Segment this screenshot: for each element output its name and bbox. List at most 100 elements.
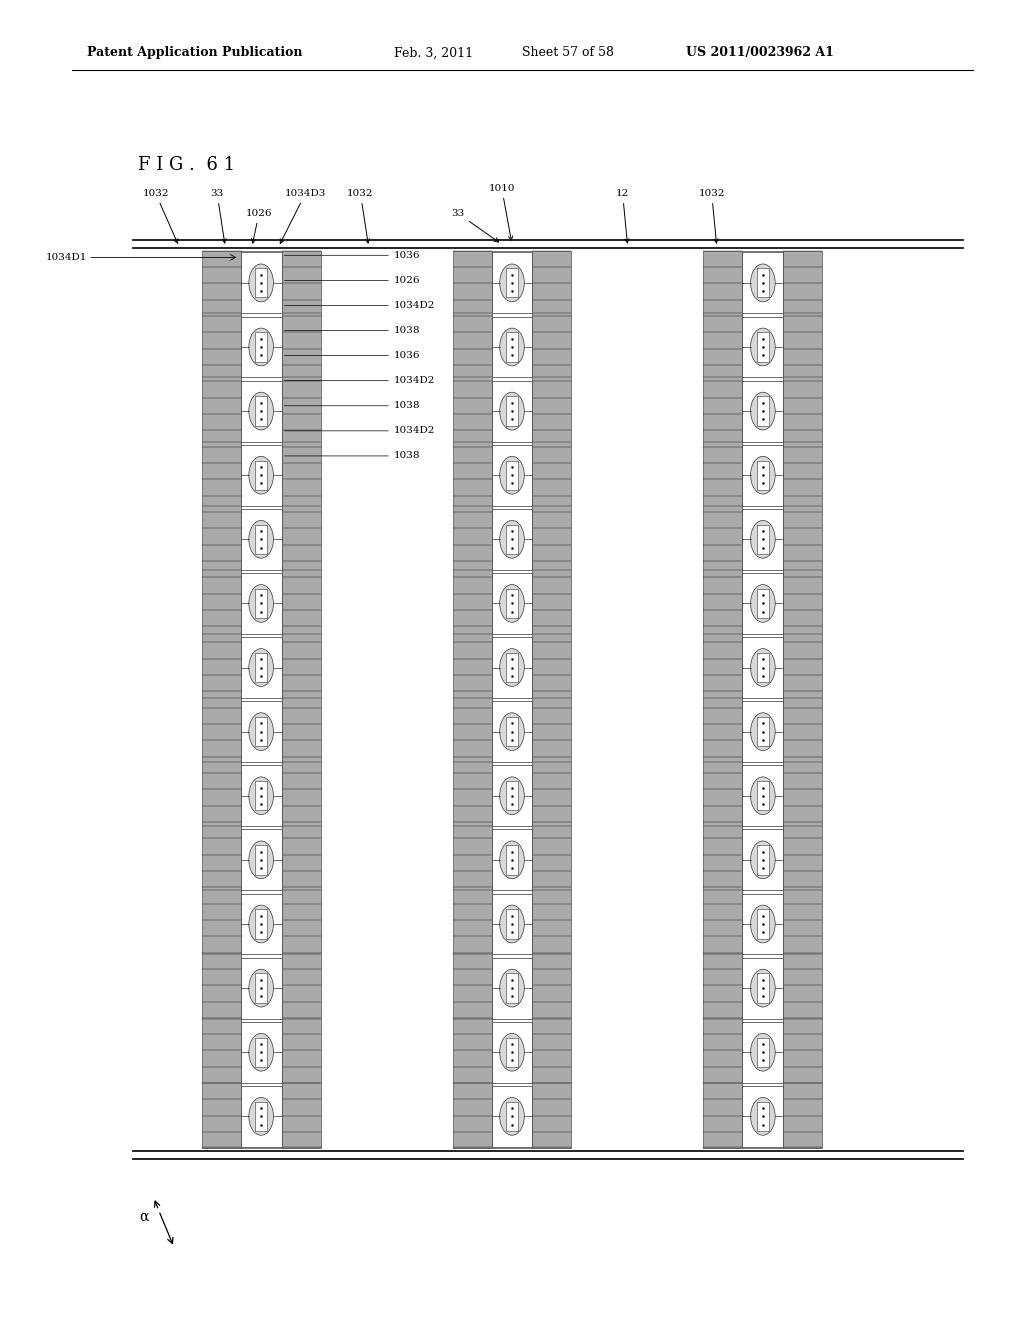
Bar xyxy=(492,252,532,313)
Text: 1032: 1032 xyxy=(347,189,374,243)
Bar xyxy=(742,1022,783,1082)
Bar xyxy=(241,317,282,378)
Ellipse shape xyxy=(249,713,273,751)
Bar xyxy=(742,573,783,634)
Bar xyxy=(742,958,783,1019)
Bar xyxy=(506,973,518,1003)
Bar xyxy=(255,1038,267,1067)
Bar xyxy=(492,251,532,1148)
Text: 1010: 1010 xyxy=(488,183,515,240)
Bar xyxy=(742,701,783,762)
Bar xyxy=(506,717,518,746)
Bar xyxy=(241,829,282,890)
Bar xyxy=(506,1038,518,1067)
Text: 33: 33 xyxy=(452,209,499,242)
Ellipse shape xyxy=(249,969,273,1007)
Bar xyxy=(506,845,518,875)
Text: 1026: 1026 xyxy=(394,276,421,285)
Text: 1036: 1036 xyxy=(394,351,421,360)
Ellipse shape xyxy=(249,841,273,879)
Bar xyxy=(742,766,783,826)
Bar xyxy=(742,445,783,506)
Bar xyxy=(255,461,267,490)
Ellipse shape xyxy=(751,392,775,430)
Text: 1032: 1032 xyxy=(142,189,178,243)
Bar xyxy=(742,251,783,1148)
Ellipse shape xyxy=(500,906,524,942)
Bar xyxy=(757,396,769,426)
Bar xyxy=(202,251,241,1148)
Text: F I G .  6 1: F I G . 6 1 xyxy=(138,156,236,174)
Ellipse shape xyxy=(751,1097,775,1135)
Text: 1036: 1036 xyxy=(394,251,421,260)
Bar xyxy=(757,717,769,746)
Bar xyxy=(742,380,783,441)
Ellipse shape xyxy=(751,520,775,558)
Bar xyxy=(742,829,783,890)
Ellipse shape xyxy=(249,264,273,302)
Bar xyxy=(757,333,769,362)
Text: Patent Application Publication: Patent Application Publication xyxy=(87,46,302,59)
Bar xyxy=(506,781,518,810)
Bar xyxy=(241,1086,282,1147)
Ellipse shape xyxy=(751,777,775,814)
Bar xyxy=(241,894,282,954)
Bar xyxy=(255,909,267,939)
Ellipse shape xyxy=(751,329,775,366)
Bar xyxy=(492,958,532,1019)
Bar xyxy=(757,1102,769,1131)
Bar xyxy=(757,973,769,1003)
Bar xyxy=(742,638,783,698)
Bar xyxy=(255,268,267,297)
Bar xyxy=(742,252,783,313)
Ellipse shape xyxy=(249,520,273,558)
Bar xyxy=(757,268,769,297)
Bar xyxy=(757,461,769,490)
Ellipse shape xyxy=(751,1034,775,1071)
Bar xyxy=(532,251,571,1148)
Ellipse shape xyxy=(500,264,524,302)
Ellipse shape xyxy=(500,713,524,751)
Bar xyxy=(492,380,532,441)
Bar xyxy=(255,781,267,810)
Ellipse shape xyxy=(751,713,775,751)
Ellipse shape xyxy=(249,329,273,366)
Bar xyxy=(742,894,783,954)
Ellipse shape xyxy=(500,1097,524,1135)
Bar xyxy=(241,380,282,441)
Text: 1038: 1038 xyxy=(394,451,421,461)
Text: 1034D2: 1034D2 xyxy=(394,301,435,310)
Bar xyxy=(255,333,267,362)
Bar xyxy=(492,317,532,378)
Bar xyxy=(757,781,769,810)
Ellipse shape xyxy=(500,969,524,1007)
Bar xyxy=(255,1102,267,1131)
Bar xyxy=(742,317,783,378)
Text: Sheet 57 of 58: Sheet 57 of 58 xyxy=(522,46,614,59)
Ellipse shape xyxy=(751,969,775,1007)
Bar xyxy=(241,445,282,506)
Text: 1034D2: 1034D2 xyxy=(394,426,435,436)
Bar xyxy=(506,909,518,939)
Bar xyxy=(783,251,822,1148)
Bar xyxy=(241,958,282,1019)
Ellipse shape xyxy=(500,457,524,494)
Bar xyxy=(742,508,783,570)
Text: 1034D1: 1034D1 xyxy=(46,253,87,261)
Text: 12: 12 xyxy=(616,189,629,243)
Bar xyxy=(506,653,518,682)
Bar xyxy=(492,508,532,570)
Bar xyxy=(282,251,321,1148)
Bar xyxy=(492,638,532,698)
Ellipse shape xyxy=(500,841,524,879)
Bar xyxy=(757,1038,769,1067)
Bar xyxy=(703,251,742,1148)
Text: 1034D2: 1034D2 xyxy=(394,376,435,385)
Ellipse shape xyxy=(751,906,775,942)
Bar xyxy=(757,524,769,554)
Bar xyxy=(506,268,518,297)
Bar xyxy=(506,396,518,426)
Bar xyxy=(757,845,769,875)
Bar xyxy=(757,653,769,682)
Text: 1026: 1026 xyxy=(246,209,272,243)
